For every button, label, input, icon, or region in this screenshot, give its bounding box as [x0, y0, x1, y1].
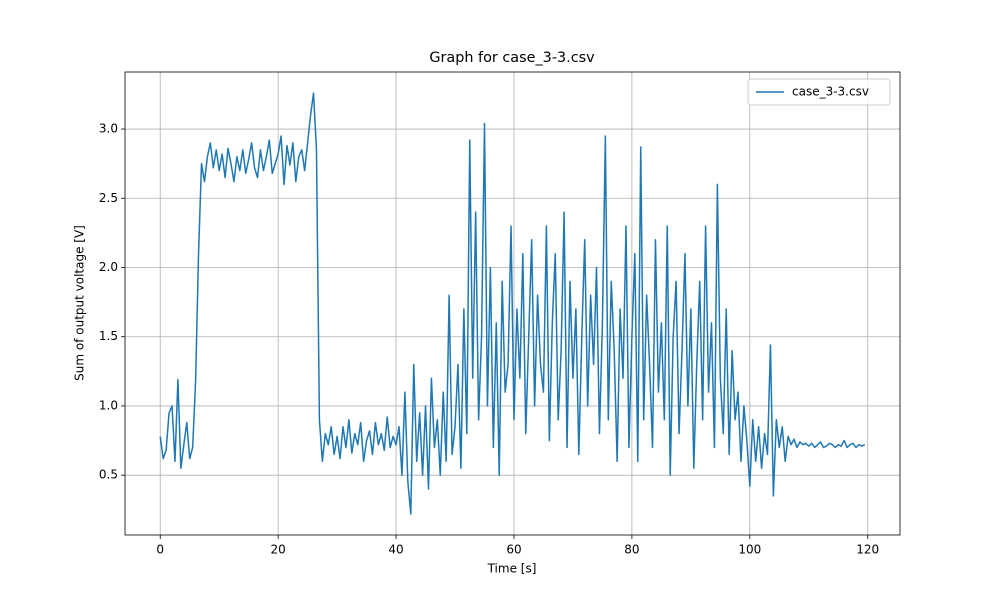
legend-label: case_3-3.csv: [792, 85, 869, 99]
y-axis-label: Sum of output voltage [V]: [73, 225, 87, 381]
x-tick-label: 0: [156, 543, 164, 557]
y-tick-label: 0.5: [99, 468, 118, 482]
x-axis-label: Time [s]: [487, 562, 537, 576]
x-tick-label: 120: [856, 543, 879, 557]
y-tick-label: 1.5: [99, 329, 118, 343]
data-line: [159, 92, 866, 515]
y-tick-label: 2.0: [99, 260, 118, 274]
x-tick-label: 20: [271, 543, 286, 557]
x-tick-label: 100: [738, 543, 761, 557]
x-tick-label: 80: [624, 543, 639, 557]
y-tick-label: 1.0: [99, 398, 118, 412]
axes-frame: [124, 71, 901, 536]
x-tick-label: 60: [506, 543, 521, 557]
y-tick-label: 3.0: [99, 122, 118, 136]
legend-box: [747, 78, 891, 106]
x-tick-label: 40: [388, 543, 403, 557]
y-tick-label: 2.5: [99, 191, 118, 205]
chart-title: Graph for case_3-3.csv: [429, 50, 595, 66]
